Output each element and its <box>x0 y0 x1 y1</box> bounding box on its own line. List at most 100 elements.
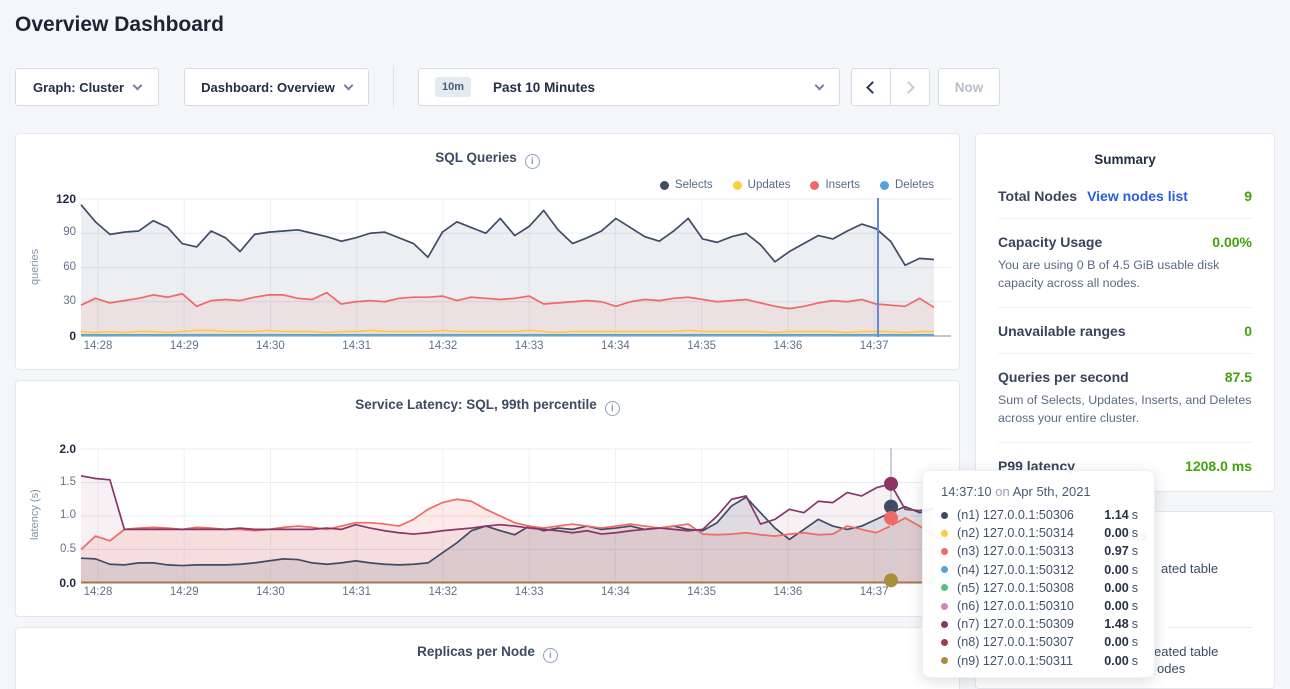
summary-row-unavailable-ranges: Unavailable ranges 0 <box>998 306 1252 353</box>
replicas-per-node-card: Replicas per Node i <box>15 627 960 689</box>
sql-queries-chart-title: SQL Queries i <box>16 150 959 169</box>
node-latency-value: 0.97 <box>1104 544 1129 559</box>
time-range-dropdown[interactable]: 10m Past 10 Minutes <box>418 68 840 106</box>
tooltip-node-row: (n9) 127.0.0.1:50311 0.00 s <box>941 652 1138 670</box>
x-axis-ticks: 14:28 14:29 14:30 14:31 14:32 14:33 14:34 14:35… <box>81 586 951 602</box>
x-tick-label: 14:28 <box>83 340 113 352</box>
toolbar-divider <box>393 66 394 108</box>
node-latency-value: 0.00 <box>1104 526 1129 541</box>
x-tick-label: 14:32 <box>428 340 458 352</box>
summary-description: You are using 0 B of 4.5 GiB usable disk… <box>998 258 1220 290</box>
dashboard-dropdown-label: Dashboard: Overview <box>201 79 335 95</box>
x-tick-label: 14:29 <box>169 586 199 598</box>
summary-label: Queries per second <box>998 368 1129 385</box>
event-item-fragment[interactable]: eated table <box>1154 644 1219 659</box>
y-axis-ticks: 0.0 0.5 1.0 1.5 2.0 <box>42 442 76 590</box>
node-address: (n4) 127.0.0.1:50312 <box>957 562 1074 577</box>
summary-row-p99-latency: P99 latency 1208.0 ms <box>998 441 1252 488</box>
node-latency-unit: s <box>1131 617 1138 632</box>
y-tick-label: 0.0 <box>59 576 76 590</box>
y-tick-label: 90 <box>63 226 76 239</box>
summary-value: 1208.0 ms <box>1185 457 1252 474</box>
node-address: (n5) 127.0.0.1:50308 <box>957 580 1074 595</box>
x-tick-label: 14:31 <box>342 586 372 598</box>
time-next-button[interactable] <box>890 68 930 106</box>
legend-dot <box>659 180 669 190</box>
y-axis-ticks: 0 30 60 90 120 <box>42 192 76 343</box>
view-nodes-list-link[interactable]: View nodes list <box>1087 188 1188 204</box>
y-tick-label: 60 <box>63 260 76 273</box>
summary-card: Summary Total Nodes View nodes list 9 Ca… <box>975 133 1275 492</box>
tooltip-node-row: (n7) 127.0.0.1:50309 1.48 s <box>941 615 1138 633</box>
tooltip-node-row: (n4) 127.0.0.1:50312 0.00 s <box>941 561 1138 579</box>
legend-label: Inserts <box>825 179 860 191</box>
node-latency-unit: s <box>1131 653 1138 668</box>
y-tick-label: 30 <box>63 294 76 307</box>
node-color-dot <box>941 584 948 592</box>
x-tick-label: 14:36 <box>773 340 803 352</box>
legend-label: Deletes <box>895 179 934 191</box>
node-latency-unit: s <box>1131 635 1138 650</box>
x-tick-label: 14:33 <box>514 586 544 598</box>
node-latency-value: 0.00 <box>1104 562 1129 577</box>
legend-item-inserts: Inserts <box>810 179 860 191</box>
chart-title-text: Service Latency: SQL, 99th percentile <box>355 397 597 412</box>
node-latency-value: 0.00 <box>1104 653 1129 668</box>
node-latency-value: 0.00 <box>1104 599 1129 614</box>
x-tick-label: 14:28 <box>83 586 113 598</box>
y-tick-label: 120 <box>55 192 76 206</box>
node-latency-value: 1.48 <box>1104 617 1129 632</box>
x-tick-label: 14:35 <box>687 340 717 352</box>
summary-label: Unavailable ranges <box>998 322 1126 339</box>
summary-value: 0 <box>1244 322 1252 339</box>
summary-label: P99 latency <box>998 457 1076 474</box>
legend-label: Selects <box>674 179 713 191</box>
y-tick-label: 0 <box>69 329 76 343</box>
node-color-dot <box>941 620 948 628</box>
x-tick-label: 14:30 <box>256 586 285 598</box>
event-item-fragment[interactable]: odes <box>1157 661 1186 676</box>
legend-item-deletes: Deletes <box>880 179 934 191</box>
info-icon[interactable]: i <box>524 154 540 169</box>
node-color-dot <box>941 657 948 665</box>
node-latency-value: 0.00 <box>1104 635 1129 650</box>
y-tick-label: 2.0 <box>59 442 76 456</box>
tooltip-node-row: (n6) 127.0.0.1:50310 0.00 s <box>941 597 1138 615</box>
service-latency-chart[interactable] <box>80 448 951 588</box>
node-color-dot <box>941 602 948 610</box>
summary-value: 0.00% <box>1212 234 1252 250</box>
y-tick-label: 1.0 <box>60 509 76 521</box>
node-color-dot <box>941 638 948 646</box>
graph-dropdown[interactable]: Graph: Cluster <box>15 68 159 106</box>
graph-dropdown-label: Graph: Cluster <box>32 79 124 95</box>
node-latency-unit: s <box>1131 508 1138 523</box>
summary-label: Capacity Usage <box>998 234 1103 250</box>
summary-title: Summary <box>1094 152 1156 167</box>
node-address: (n6) 127.0.0.1:50310 <box>957 599 1074 614</box>
now-button[interactable]: Now <box>938 68 1000 106</box>
x-tick-label: 14:36 <box>773 586 803 598</box>
event-item-fragment[interactable]: ated table <box>1161 561 1219 576</box>
page-title: Overview Dashboard <box>15 13 224 36</box>
tooltip-rows: (n1) 127.0.0.1:50306 1.14 s (n2) 127.0.0.1:… <box>941 506 1138 670</box>
dashboard-dropdown[interactable]: Dashboard: Overview <box>184 68 369 106</box>
legend-dot <box>880 180 889 190</box>
info-icon[interactable]: i <box>604 401 620 416</box>
node-latency-unit: s <box>1131 526 1138 541</box>
sql-queries-card: SQL Queries i Selects Updates Inserts Delete… <box>15 133 960 370</box>
time-prev-button[interactable] <box>851 68 891 106</box>
tooltip-node-row: (n8) 127.0.0.1:50307 0.00 s <box>941 633 1138 651</box>
x-tick-label: 14:37 <box>859 340 889 352</box>
x-tick-label: 14:37 <box>859 586 889 598</box>
node-latency-value: 0.00 <box>1104 580 1129 595</box>
node-latency-unit: s <box>1131 562 1138 577</box>
x-tick-label: 14:35 <box>687 586 717 598</box>
sql-queries-chart[interactable] <box>80 198 951 337</box>
summary-value: 9 <box>1244 188 1252 204</box>
node-color-dot <box>941 566 948 574</box>
node-address: (n1) 127.0.0.1:50306 <box>957 508 1074 523</box>
legend-item-updates: Updates <box>732 179 790 191</box>
summary-row-total-nodes: Total Nodes View nodes list 9 <box>998 173 1252 218</box>
info-icon[interactable]: i <box>542 648 558 663</box>
